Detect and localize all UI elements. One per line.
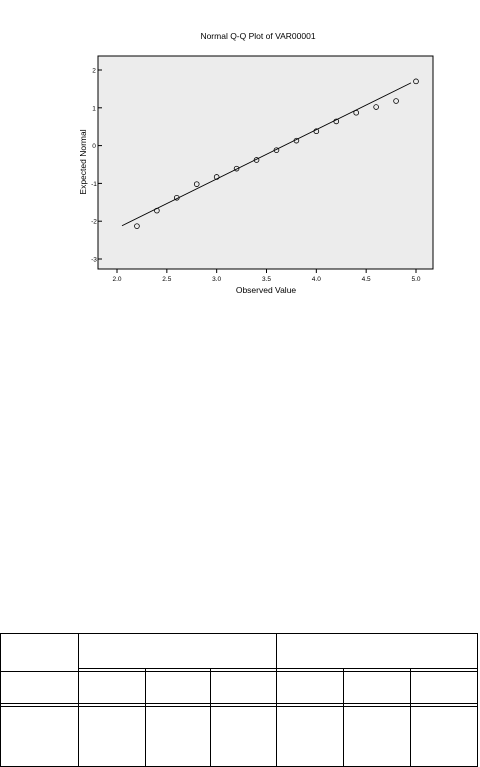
x-tick-label: 4.5 bbox=[362, 276, 371, 283]
reference-line-group bbox=[121, 82, 412, 227]
table-vertical-rule bbox=[78, 633, 79, 767]
table-horizontal-rule bbox=[0, 633, 478, 634]
empty-grid-table bbox=[0, 633, 478, 767]
table-horizontal-rule bbox=[78, 671, 478, 672]
chart-title: Normal Q-Q Plot of VAR00001 bbox=[200, 31, 315, 41]
table-vertical-rule bbox=[145, 669, 146, 767]
y-tick-label: 2 bbox=[92, 68, 96, 75]
data-point bbox=[413, 78, 419, 85]
x-axis-label: Observed Value bbox=[236, 285, 297, 295]
y-axis-label: Expected Normal bbox=[78, 129, 88, 194]
table-horizontal-rule bbox=[0, 706, 478, 707]
y-tick-label: -1 bbox=[91, 181, 97, 188]
x-tick-label: 2.5 bbox=[162, 276, 171, 283]
x-tick-label: 2.0 bbox=[112, 276, 121, 283]
data-point bbox=[174, 194, 180, 201]
data-point bbox=[313, 128, 320, 135]
y-tick-label: -2 bbox=[91, 219, 97, 226]
table-horizontal-rule bbox=[0, 671, 78, 672]
qq-plot: Normal Q-Q Plot of VAR00001 2.0 2.5 3.0 3.5… bbox=[78, 31, 434, 295]
plot-area bbox=[97, 55, 434, 270]
x-tick-label: 3.0 bbox=[212, 276, 221, 283]
data-point bbox=[154, 207, 160, 214]
data-point bbox=[253, 157, 260, 163]
table-vertical-rule bbox=[276, 633, 277, 767]
table-vertical-rule bbox=[343, 669, 344, 767]
data-point bbox=[393, 98, 399, 104]
data-point bbox=[373, 104, 379, 110]
data-point bbox=[213, 174, 220, 180]
table-vertical-rule bbox=[477, 633, 478, 767]
y-tick-label: -3 bbox=[91, 257, 97, 264]
table-vertical-rule bbox=[210, 669, 211, 767]
table-vertical-rule bbox=[0, 633, 1, 767]
data-points bbox=[134, 78, 419, 229]
y-tick-label: 1 bbox=[92, 105, 96, 112]
x-tick-label: 3.5 bbox=[262, 276, 271, 283]
data-point bbox=[333, 118, 340, 125]
y-axis-ticks: 2 1 0 -1 -2 -3 bbox=[91, 68, 102, 264]
data-point bbox=[193, 181, 200, 187]
x-axis-ticks: 2.0 2.5 3.0 3.5 4.0 4.5 5.0 bbox=[112, 269, 421, 283]
y-tick-label: 0 bbox=[92, 143, 96, 150]
table-horizontal-rule bbox=[78, 668, 478, 669]
x-tick-label: 5.0 bbox=[411, 276, 420, 283]
x-tick-label: 4.0 bbox=[312, 276, 321, 283]
data-point bbox=[293, 137, 300, 144]
data-point bbox=[233, 165, 240, 172]
table-vertical-rule bbox=[410, 669, 411, 767]
data-point bbox=[353, 109, 360, 116]
reference-line bbox=[121, 82, 412, 227]
data-point bbox=[273, 147, 280, 153]
data-point bbox=[134, 223, 140, 229]
table-horizontal-rule bbox=[0, 703, 478, 704]
